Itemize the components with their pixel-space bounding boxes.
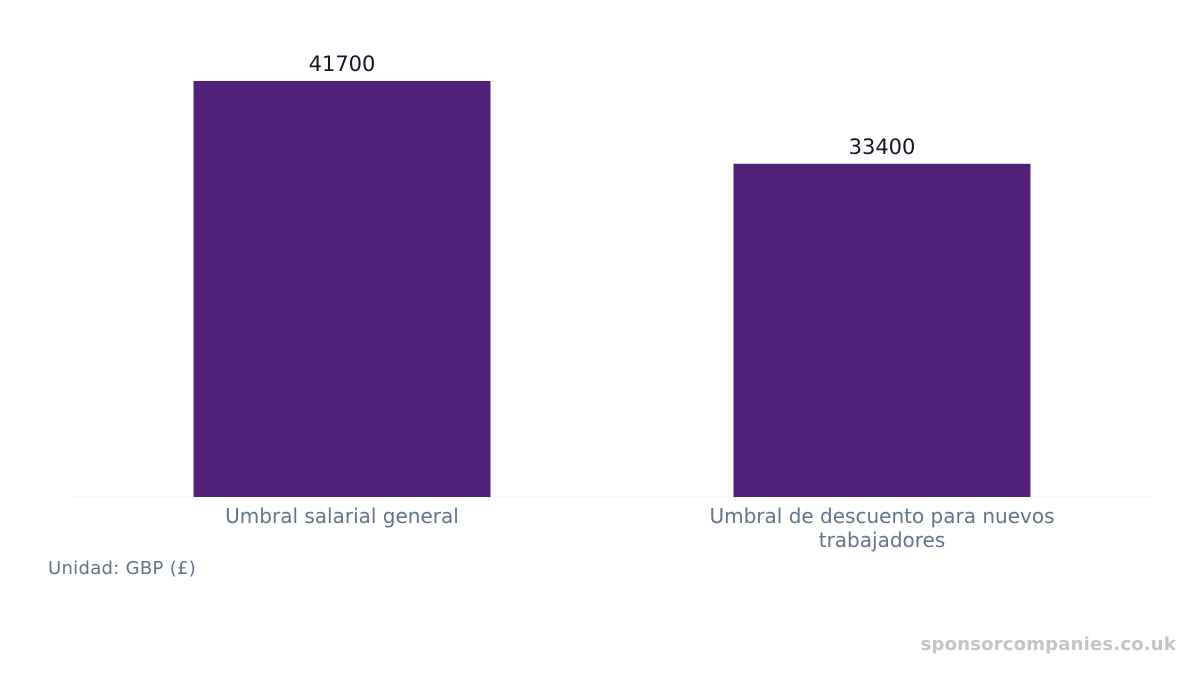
bar-1 <box>733 163 1031 497</box>
x-tick-label-line: trabajadores <box>819 528 946 552</box>
x-tick-label-line: Umbral de descuento para nuevos <box>709 504 1054 528</box>
x-tick-labels-group: Umbral salarial general Umbral de descuen… <box>225 504 1054 552</box>
data-label-1: 33400 <box>849 135 916 159</box>
bars-group <box>193 81 1031 497</box>
unit-note: Unidad: GBP (£) <box>48 558 197 579</box>
data-labels-group: 41700 33400 <box>309 52 916 159</box>
x-tick-label-line: Umbral salarial general <box>225 504 459 528</box>
bar-0 <box>193 81 491 497</box>
watermark: sponsorcompanies.co.uk <box>920 634 1176 655</box>
x-tick-label-1: Umbral de descuento para nuevos trabajado… <box>709 504 1054 552</box>
data-label-0: 41700 <box>309 52 376 76</box>
x-tick-label-0: Umbral salarial general <box>225 504 459 528</box>
